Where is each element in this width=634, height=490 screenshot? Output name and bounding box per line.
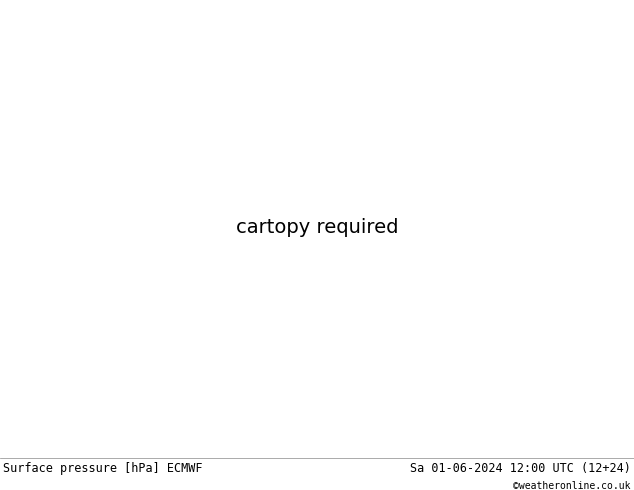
Text: Sa 01-06-2024 12:00 UTC (12+24): Sa 01-06-2024 12:00 UTC (12+24) [410, 463, 631, 475]
Text: Surface pressure [hPa] ECMWF: Surface pressure [hPa] ECMWF [3, 463, 203, 475]
Text: cartopy required: cartopy required [236, 218, 398, 237]
Text: ©weatheronline.co.uk: ©weatheronline.co.uk [514, 481, 631, 490]
